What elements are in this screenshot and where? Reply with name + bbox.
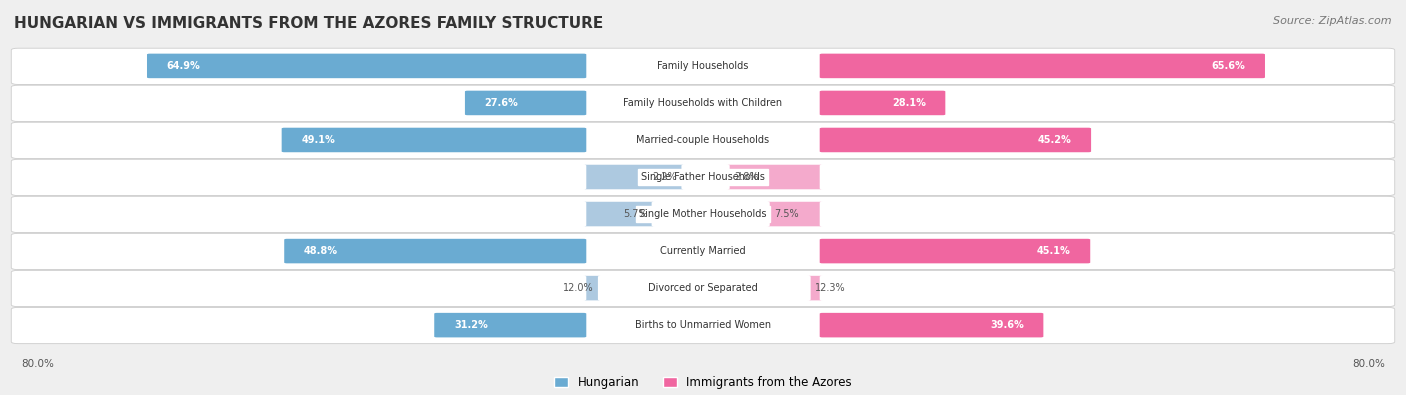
Text: 80.0%: 80.0% — [1353, 359, 1385, 369]
Text: 45.2%: 45.2% — [1038, 135, 1071, 145]
Text: 31.2%: 31.2% — [454, 320, 488, 330]
FancyBboxPatch shape — [766, 202, 823, 226]
Text: Divorced or Separated: Divorced or Separated — [648, 283, 758, 293]
Text: Single Father Households: Single Father Households — [641, 172, 765, 182]
FancyBboxPatch shape — [11, 270, 1395, 307]
Text: Source: ZipAtlas.com: Source: ZipAtlas.com — [1274, 16, 1392, 26]
FancyBboxPatch shape — [148, 54, 586, 78]
FancyBboxPatch shape — [583, 165, 685, 189]
FancyBboxPatch shape — [808, 276, 823, 300]
Text: 49.1%: 49.1% — [301, 135, 335, 145]
Text: 12.0%: 12.0% — [562, 283, 593, 293]
Text: 12.3%: 12.3% — [815, 283, 845, 293]
FancyBboxPatch shape — [434, 313, 586, 337]
FancyBboxPatch shape — [11, 159, 1395, 196]
Text: 2.2%: 2.2% — [652, 172, 678, 182]
Text: 2.8%: 2.8% — [734, 172, 758, 182]
Text: Family Households: Family Households — [658, 61, 748, 71]
FancyBboxPatch shape — [820, 239, 1090, 263]
Legend: Hungarian, Immigrants from the Azores: Hungarian, Immigrants from the Azores — [554, 376, 852, 389]
FancyBboxPatch shape — [281, 128, 586, 152]
Text: 39.6%: 39.6% — [990, 320, 1024, 330]
Text: 27.6%: 27.6% — [485, 98, 519, 108]
FancyBboxPatch shape — [820, 313, 1043, 337]
FancyBboxPatch shape — [11, 196, 1395, 233]
Text: 28.1%: 28.1% — [891, 98, 925, 108]
Text: 48.8%: 48.8% — [304, 246, 337, 256]
Text: 64.9%: 64.9% — [167, 61, 201, 71]
Text: Married-couple Households: Married-couple Households — [637, 135, 769, 145]
FancyBboxPatch shape — [465, 91, 586, 115]
Text: Births to Unmarried Women: Births to Unmarried Women — [636, 320, 770, 330]
FancyBboxPatch shape — [284, 239, 586, 263]
Text: 5.7%: 5.7% — [623, 209, 647, 219]
FancyBboxPatch shape — [820, 91, 945, 115]
Text: 7.5%: 7.5% — [773, 209, 799, 219]
Text: Family Households with Children: Family Households with Children — [623, 98, 783, 108]
Text: 65.6%: 65.6% — [1212, 61, 1246, 71]
Text: Single Mother Households: Single Mother Households — [640, 209, 766, 219]
Text: Currently Married: Currently Married — [661, 246, 745, 256]
FancyBboxPatch shape — [820, 128, 1091, 152]
FancyBboxPatch shape — [11, 85, 1395, 121]
FancyBboxPatch shape — [11, 48, 1395, 85]
FancyBboxPatch shape — [11, 233, 1395, 269]
Text: 45.1%: 45.1% — [1036, 246, 1070, 256]
FancyBboxPatch shape — [11, 122, 1395, 158]
FancyBboxPatch shape — [727, 165, 823, 189]
FancyBboxPatch shape — [11, 307, 1395, 344]
FancyBboxPatch shape — [583, 202, 654, 226]
Text: HUNGARIAN VS IMMIGRANTS FROM THE AZORES FAMILY STRUCTURE: HUNGARIAN VS IMMIGRANTS FROM THE AZORES … — [14, 16, 603, 31]
FancyBboxPatch shape — [820, 54, 1265, 78]
FancyBboxPatch shape — [583, 276, 600, 300]
Text: 80.0%: 80.0% — [21, 359, 53, 369]
